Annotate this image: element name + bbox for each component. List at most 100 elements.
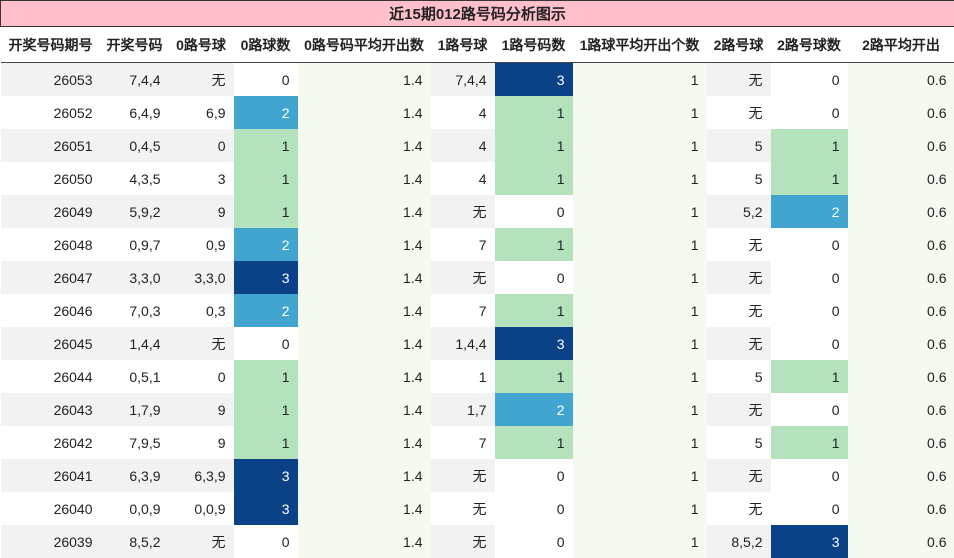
- column-header: 开奖号码期号: [1, 27, 101, 63]
- cell: 无: [707, 261, 771, 294]
- cell: 0.6: [848, 228, 954, 261]
- cell: 1: [234, 393, 298, 426]
- cell: 5,2: [707, 195, 771, 228]
- cell: 7,0,3: [101, 294, 169, 327]
- cell: 1: [573, 426, 707, 459]
- cell: 3,3,0: [101, 261, 169, 294]
- cell: 0,4,5: [101, 129, 169, 162]
- cell: 1: [234, 162, 298, 195]
- cell: 0.6: [848, 327, 954, 360]
- cell: 1: [573, 492, 707, 525]
- cell: 26040: [1, 492, 101, 525]
- cell: 1.4: [298, 426, 431, 459]
- cell: 0.6: [848, 492, 954, 525]
- cell: 6,3,9: [169, 459, 234, 492]
- cell: 0: [495, 492, 573, 525]
- cell: 26039: [1, 525, 101, 558]
- cell: 1: [573, 228, 707, 261]
- cell: 无: [169, 525, 234, 558]
- cell: 26045: [1, 327, 101, 360]
- cell: 6,4,9: [101, 96, 169, 129]
- cell: 0.6: [848, 393, 954, 426]
- cell: 无: [707, 492, 771, 525]
- cell: 1: [234, 129, 298, 162]
- cell: 1: [573, 294, 707, 327]
- cell: 0: [495, 195, 573, 228]
- cell: 0,9: [169, 228, 234, 261]
- cell: 1.4: [298, 96, 431, 129]
- cell: 1: [573, 195, 707, 228]
- cell: 4: [431, 162, 495, 195]
- cell: 1: [234, 195, 298, 228]
- cell: 26050: [1, 162, 101, 195]
- cell: 1,4,4: [101, 327, 169, 360]
- cell: 0.6: [848, 96, 954, 129]
- cell: 1.4: [298, 195, 431, 228]
- cell: 0: [169, 129, 234, 162]
- cell: 无: [707, 393, 771, 426]
- cell: 1: [771, 426, 848, 459]
- cell: 1: [771, 129, 848, 162]
- cell: 8,5,2: [707, 525, 771, 558]
- cell: 0.6: [848, 63, 954, 97]
- cell: 0: [234, 63, 298, 97]
- cell: 无: [431, 525, 495, 558]
- cell: 5,9,2: [101, 195, 169, 228]
- cell: 26042: [1, 426, 101, 459]
- cell: 1.4: [298, 525, 431, 558]
- cell: 0: [234, 525, 298, 558]
- cell: 无: [707, 63, 771, 97]
- cell: 26048: [1, 228, 101, 261]
- cell: 0: [771, 294, 848, 327]
- cell: 7: [431, 426, 495, 459]
- column-header: 1路号码数: [495, 27, 573, 63]
- cell: 0,5,1: [101, 360, 169, 393]
- cell: 7,9,5: [101, 426, 169, 459]
- cell: 7: [431, 294, 495, 327]
- cell: 9: [169, 393, 234, 426]
- cell: 3,3,0: [169, 261, 234, 294]
- cell: 0.6: [848, 525, 954, 558]
- cell: 26047: [1, 261, 101, 294]
- cell: 1: [495, 129, 573, 162]
- cell: 0: [495, 261, 573, 294]
- cell: 3: [169, 162, 234, 195]
- column-header: 1路号球: [431, 27, 495, 63]
- cell: 1: [771, 162, 848, 195]
- cell: 无: [431, 261, 495, 294]
- cell: 1.4: [298, 393, 431, 426]
- cell: 1.4: [298, 162, 431, 195]
- column-header: 2路平均开出: [848, 27, 954, 63]
- table-title: 近15期012路号码分析图示: [1, 1, 954, 27]
- column-header: 开奖号码: [101, 27, 169, 63]
- cell: 26044: [1, 360, 101, 393]
- cell: 0.6: [848, 426, 954, 459]
- cell: 1: [573, 393, 707, 426]
- cell: 4: [431, 129, 495, 162]
- cell: 1: [495, 294, 573, 327]
- column-header: 2路号球: [707, 27, 771, 63]
- cell: 5: [707, 360, 771, 393]
- cell: 1: [573, 261, 707, 294]
- cell: 0: [495, 525, 573, 558]
- cell: 2: [495, 393, 573, 426]
- cell: 26049: [1, 195, 101, 228]
- cell: 无: [707, 228, 771, 261]
- cell: 26051: [1, 129, 101, 162]
- cell: 3: [234, 261, 298, 294]
- cell: 1: [234, 360, 298, 393]
- cell: 1: [495, 162, 573, 195]
- cell: 1: [573, 525, 707, 558]
- cell: 6,9: [169, 96, 234, 129]
- cell: 1: [573, 162, 707, 195]
